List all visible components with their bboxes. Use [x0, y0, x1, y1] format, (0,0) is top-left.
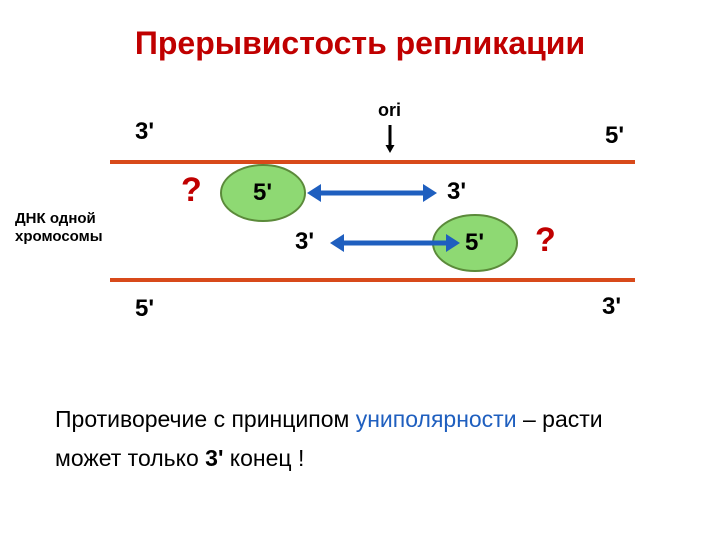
- question-mark-right: ?: [535, 221, 556, 260]
- label-inner-bottom-3prime: 3': [295, 228, 314, 256]
- ori-label: ori: [378, 100, 401, 121]
- text-bold-3prime: 3': [205, 445, 223, 471]
- text-part1: Противоречие с принципом: [55, 406, 356, 432]
- slide: Прерывистость репликации ori ДНК одной х…: [0, 0, 720, 540]
- label-5prime-bottom-left: 5': [135, 295, 154, 323]
- label-inner-bottom-5prime: 5': [465, 229, 484, 257]
- question-mark-left: ?: [181, 171, 202, 210]
- dna-caption-line1: ДНК одной: [15, 210, 96, 227]
- label-5prime-top-right: 5': [605, 122, 624, 150]
- text-highlight: униполярности: [356, 406, 517, 432]
- label-3prime-bottom-right: 3': [602, 293, 621, 321]
- dna-caption-line2: хромосомы: [15, 228, 103, 245]
- dna-caption: ДНК одной хромосомы: [15, 210, 103, 246]
- ori-arrow: [386, 125, 395, 153]
- text-part3: конец !: [223, 445, 304, 471]
- double-arrow-top: [307, 184, 437, 202]
- label-3prime-top-left: 3': [135, 118, 154, 146]
- label-inner-top-5prime: 5': [253, 179, 272, 207]
- explanation-text: Противоречие с принципом униполярности –…: [55, 400, 675, 478]
- label-inner-top-3prime: 3': [447, 178, 466, 206]
